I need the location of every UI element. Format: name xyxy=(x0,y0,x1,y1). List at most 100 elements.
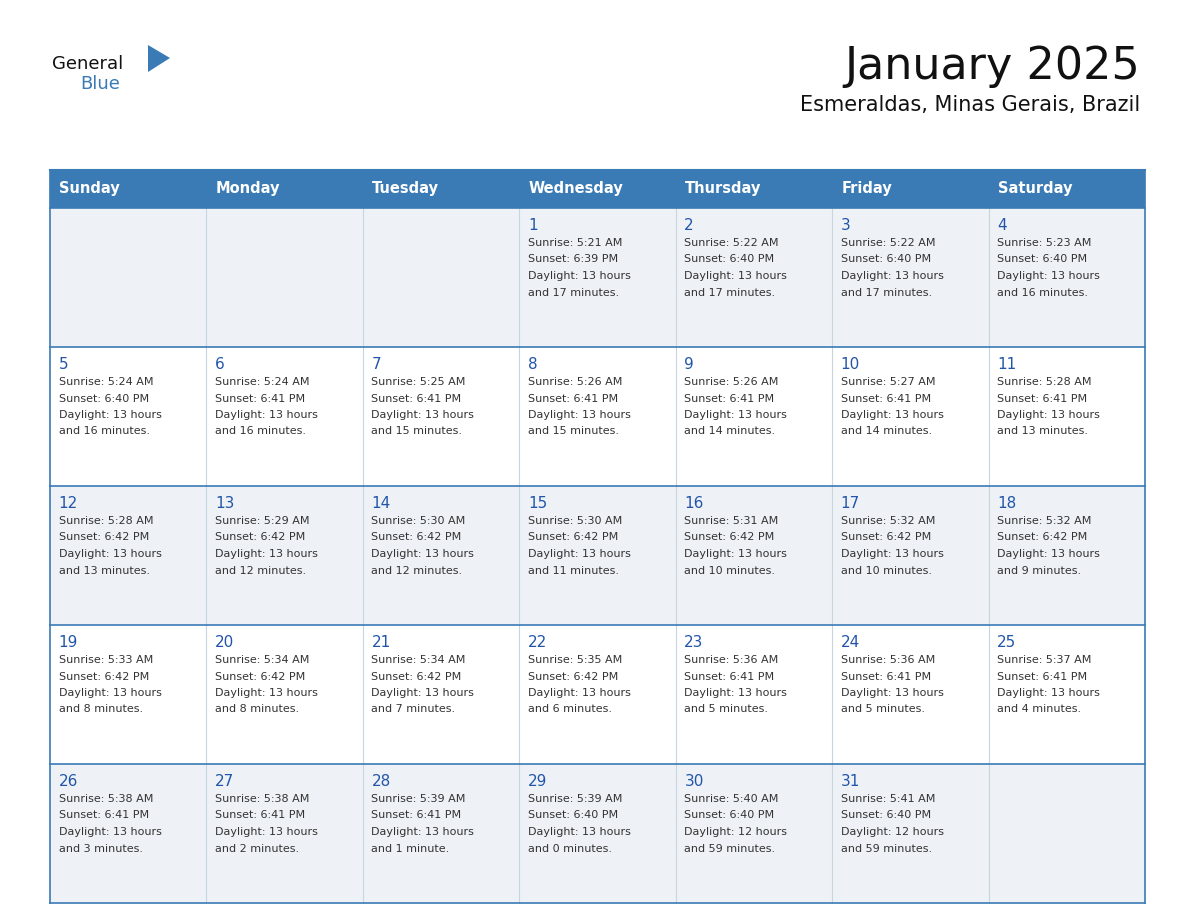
Text: Sunrise: 5:23 AM: Sunrise: 5:23 AM xyxy=(997,238,1092,248)
Text: 8: 8 xyxy=(527,357,537,372)
Text: Sunrise: 5:34 AM: Sunrise: 5:34 AM xyxy=(215,655,309,665)
Text: 18: 18 xyxy=(997,496,1017,511)
Text: Sunrise: 5:38 AM: Sunrise: 5:38 AM xyxy=(215,794,309,804)
Text: Sunset: 6:41 PM: Sunset: 6:41 PM xyxy=(841,394,931,404)
Text: Sunrise: 5:40 AM: Sunrise: 5:40 AM xyxy=(684,794,778,804)
Text: Sunset: 6:39 PM: Sunset: 6:39 PM xyxy=(527,254,618,264)
Text: Sunrise: 5:22 AM: Sunrise: 5:22 AM xyxy=(841,238,935,248)
Text: Sunrise: 5:32 AM: Sunrise: 5:32 AM xyxy=(997,516,1092,526)
Polygon shape xyxy=(148,45,170,72)
Text: 5: 5 xyxy=(58,357,68,372)
Text: 9: 9 xyxy=(684,357,694,372)
Text: Sunrise: 5:36 AM: Sunrise: 5:36 AM xyxy=(841,655,935,665)
Text: and 5 minutes.: and 5 minutes. xyxy=(684,704,769,714)
Text: Sunrise: 5:25 AM: Sunrise: 5:25 AM xyxy=(372,377,466,387)
Text: Sunset: 6:42 PM: Sunset: 6:42 PM xyxy=(372,671,462,681)
Text: Sunrise: 5:28 AM: Sunrise: 5:28 AM xyxy=(997,377,1092,387)
Text: Sunset: 6:41 PM: Sunset: 6:41 PM xyxy=(684,671,775,681)
Text: Thursday: Thursday xyxy=(685,182,762,196)
Text: Daylight: 13 hours: Daylight: 13 hours xyxy=(997,549,1100,559)
Text: Sunday: Sunday xyxy=(59,182,120,196)
Text: Sunrise: 5:38 AM: Sunrise: 5:38 AM xyxy=(58,794,153,804)
Text: 21: 21 xyxy=(372,635,391,650)
Text: and 3 minutes.: and 3 minutes. xyxy=(58,844,143,854)
Text: and 15 minutes.: and 15 minutes. xyxy=(372,427,462,436)
Text: and 0 minutes.: and 0 minutes. xyxy=(527,844,612,854)
Text: Daylight: 13 hours: Daylight: 13 hours xyxy=(372,688,474,698)
Text: Sunrise: 5:28 AM: Sunrise: 5:28 AM xyxy=(58,516,153,526)
Text: and 59 minutes.: and 59 minutes. xyxy=(841,844,931,854)
Text: 20: 20 xyxy=(215,635,234,650)
Bar xyxy=(50,208,1145,347)
Text: Daylight: 13 hours: Daylight: 13 hours xyxy=(684,549,788,559)
Text: Daylight: 13 hours: Daylight: 13 hours xyxy=(215,410,318,420)
Text: and 16 minutes.: and 16 minutes. xyxy=(58,427,150,436)
Text: Sunset: 6:40 PM: Sunset: 6:40 PM xyxy=(58,394,148,404)
Text: Saturday: Saturday xyxy=(998,182,1073,196)
Text: Daylight: 13 hours: Daylight: 13 hours xyxy=(684,271,788,281)
Text: 2: 2 xyxy=(684,218,694,233)
Text: 22: 22 xyxy=(527,635,548,650)
Text: Daylight: 13 hours: Daylight: 13 hours xyxy=(527,549,631,559)
Text: Sunrise: 5:21 AM: Sunrise: 5:21 AM xyxy=(527,238,623,248)
Text: 14: 14 xyxy=(372,496,391,511)
Text: Daylight: 13 hours: Daylight: 13 hours xyxy=(527,827,631,837)
Text: Sunset: 6:41 PM: Sunset: 6:41 PM xyxy=(372,811,462,821)
Text: Sunset: 6:40 PM: Sunset: 6:40 PM xyxy=(997,254,1087,264)
Text: Daylight: 13 hours: Daylight: 13 hours xyxy=(215,827,318,837)
Text: 11: 11 xyxy=(997,357,1017,372)
Text: Sunset: 6:42 PM: Sunset: 6:42 PM xyxy=(841,532,931,543)
Text: Sunset: 6:42 PM: Sunset: 6:42 PM xyxy=(58,532,148,543)
Text: Sunset: 6:41 PM: Sunset: 6:41 PM xyxy=(997,394,1087,404)
Text: and 17 minutes.: and 17 minutes. xyxy=(841,287,931,297)
Text: Sunrise: 5:37 AM: Sunrise: 5:37 AM xyxy=(997,655,1092,665)
Text: Daylight: 13 hours: Daylight: 13 hours xyxy=(372,549,474,559)
Text: 6: 6 xyxy=(215,357,225,372)
Text: and 16 minutes.: and 16 minutes. xyxy=(997,287,1088,297)
Text: and 17 minutes.: and 17 minutes. xyxy=(527,287,619,297)
Text: Sunset: 6:41 PM: Sunset: 6:41 PM xyxy=(527,394,618,404)
Text: and 11 minutes.: and 11 minutes. xyxy=(527,565,619,576)
Text: Daylight: 13 hours: Daylight: 13 hours xyxy=(527,688,631,698)
Text: 30: 30 xyxy=(684,774,703,789)
Text: and 9 minutes.: and 9 minutes. xyxy=(997,565,1081,576)
Text: Sunset: 6:42 PM: Sunset: 6:42 PM xyxy=(372,532,462,543)
Text: Daylight: 13 hours: Daylight: 13 hours xyxy=(997,410,1100,420)
Text: Sunset: 6:42 PM: Sunset: 6:42 PM xyxy=(58,671,148,681)
Text: Daylight: 13 hours: Daylight: 13 hours xyxy=(58,410,162,420)
Text: and 6 minutes.: and 6 minutes. xyxy=(527,704,612,714)
Text: Sunset: 6:41 PM: Sunset: 6:41 PM xyxy=(372,394,462,404)
Text: Sunset: 6:42 PM: Sunset: 6:42 PM xyxy=(527,671,618,681)
Text: Esmeraldas, Minas Gerais, Brazil: Esmeraldas, Minas Gerais, Brazil xyxy=(800,95,1140,115)
Text: Sunrise: 5:27 AM: Sunrise: 5:27 AM xyxy=(841,377,935,387)
Text: Sunrise: 5:32 AM: Sunrise: 5:32 AM xyxy=(841,516,935,526)
Text: Sunrise: 5:30 AM: Sunrise: 5:30 AM xyxy=(527,516,623,526)
Text: Sunset: 6:40 PM: Sunset: 6:40 PM xyxy=(684,811,775,821)
Text: Daylight: 13 hours: Daylight: 13 hours xyxy=(58,827,162,837)
Text: Sunset: 6:41 PM: Sunset: 6:41 PM xyxy=(841,671,931,681)
Text: Sunrise: 5:29 AM: Sunrise: 5:29 AM xyxy=(215,516,310,526)
Text: 26: 26 xyxy=(58,774,78,789)
Text: 28: 28 xyxy=(372,774,391,789)
Text: Sunrise: 5:24 AM: Sunrise: 5:24 AM xyxy=(215,377,310,387)
Text: 3: 3 xyxy=(841,218,851,233)
Text: Sunset: 6:42 PM: Sunset: 6:42 PM xyxy=(997,532,1087,543)
Text: 7: 7 xyxy=(372,357,381,372)
Text: and 4 minutes.: and 4 minutes. xyxy=(997,704,1081,714)
Text: Daylight: 13 hours: Daylight: 13 hours xyxy=(684,688,788,698)
Text: Daylight: 13 hours: Daylight: 13 hours xyxy=(841,688,943,698)
Text: Daylight: 13 hours: Daylight: 13 hours xyxy=(58,688,162,698)
Text: January 2025: January 2025 xyxy=(845,45,1140,88)
Text: Sunset: 6:41 PM: Sunset: 6:41 PM xyxy=(215,394,305,404)
Text: and 10 minutes.: and 10 minutes. xyxy=(841,565,931,576)
Text: 25: 25 xyxy=(997,635,1017,650)
Text: Friday: Friday xyxy=(841,182,892,196)
Text: Sunrise: 5:24 AM: Sunrise: 5:24 AM xyxy=(58,377,153,387)
Text: Daylight: 13 hours: Daylight: 13 hours xyxy=(215,688,318,698)
Text: 4: 4 xyxy=(997,218,1006,233)
Text: Daylight: 13 hours: Daylight: 13 hours xyxy=(684,410,788,420)
Text: Sunset: 6:40 PM: Sunset: 6:40 PM xyxy=(841,811,931,821)
Text: and 2 minutes.: and 2 minutes. xyxy=(215,844,299,854)
Text: Daylight: 13 hours: Daylight: 13 hours xyxy=(58,549,162,559)
Text: 19: 19 xyxy=(58,635,78,650)
